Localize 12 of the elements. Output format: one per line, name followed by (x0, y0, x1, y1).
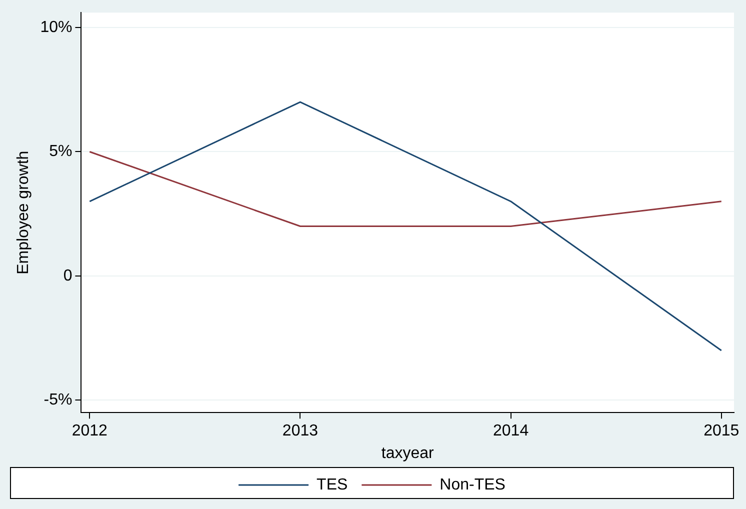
y-axis-title: Employee growth (15, 150, 32, 274)
y-tick-label: 5% (49, 143, 72, 160)
x-tick-label: 2012 (72, 422, 108, 440)
x-tick-label: 2014 (492, 422, 529, 440)
y-tick-label: 0 (63, 267, 72, 284)
y-tick-label: -5% (44, 392, 72, 409)
x-axis-title: taxyear (381, 444, 435, 462)
legend-label: Non-TES (440, 476, 506, 494)
x-tick-label: 2013 (282, 422, 318, 440)
legend-label: TES (316, 476, 348, 494)
x-tick-label: 2015 (704, 422, 740, 440)
y-tick-label: 10% (40, 18, 72, 36)
